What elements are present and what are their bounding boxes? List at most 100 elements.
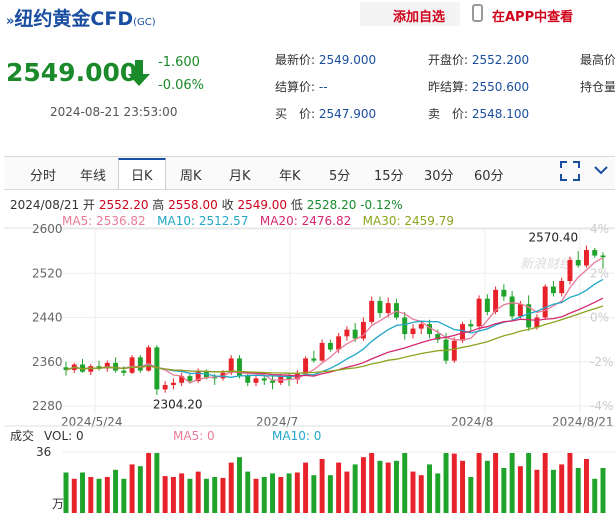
tab-30min[interactable]: 30分 (424, 169, 454, 184)
volume-bar[interactable] (402, 453, 408, 513)
candle-body[interactable] (286, 376, 292, 380)
candle-body[interactable] (600, 255, 606, 258)
volume-bar[interactable] (63, 472, 69, 513)
candle-body[interactable] (501, 289, 507, 297)
volume-bar[interactable] (460, 460, 466, 513)
candle-body[interactable] (270, 380, 276, 383)
tab-yearly-k[interactable]: 年K (279, 169, 301, 184)
candle-body[interactable] (228, 358, 234, 373)
volume-bar[interactable] (526, 453, 532, 513)
volume-bar[interactable] (369, 453, 375, 513)
volume-bar[interactable] (104, 477, 110, 513)
candle-body[interactable] (253, 378, 259, 383)
volume-bar[interactable] (451, 453, 457, 513)
volume-bar[interactable] (203, 478, 209, 513)
candle-body[interactable] (534, 317, 540, 328)
volume-bar[interactable] (154, 453, 160, 513)
volume-bar[interactable] (121, 478, 127, 513)
volume-bar[interactable] (319, 459, 325, 513)
volume-bar[interactable] (253, 478, 259, 513)
volume-bar[interactable] (393, 460, 399, 513)
candle-body[interactable] (327, 342, 333, 350)
volume-bar[interactable] (162, 476, 168, 513)
candle-body[interactable] (468, 324, 474, 327)
candle-body[interactable] (187, 376, 193, 382)
volume-bar[interactable] (385, 462, 391, 513)
tab-daily-k[interactable]: 日K (131, 169, 153, 184)
candle-body[interactable] (336, 336, 342, 350)
volume-bar[interactable] (270, 473, 276, 513)
volume-bar[interactable] (567, 453, 573, 513)
volume-bar[interactable] (468, 477, 474, 513)
volume-bar[interactable] (261, 477, 267, 513)
candle-body[interactable] (146, 347, 152, 371)
candle-body[interactable] (319, 342, 325, 361)
volume-bar[interactable] (245, 471, 251, 513)
candle-body[interactable] (435, 334, 441, 340)
tab-5min[interactable]: 5分 (329, 169, 351, 184)
volume-bar[interactable] (443, 453, 449, 513)
tab-60min[interactable]: 60分 (474, 169, 504, 184)
volume-bar[interactable] (146, 453, 152, 513)
candle-body[interactable] (170, 382, 176, 385)
volume-bar[interactable] (542, 453, 548, 513)
volume-bar[interactable] (170, 477, 176, 513)
volume-bar[interactable] (435, 473, 441, 513)
candle-body[interactable] (88, 366, 94, 372)
volume-bar[interactable] (559, 464, 565, 513)
volume-bar[interactable] (352, 464, 358, 513)
candle-body[interactable] (476, 298, 482, 327)
candle-body[interactable] (137, 357, 143, 371)
volume-bar[interactable] (501, 468, 507, 513)
volume-bar[interactable] (517, 466, 523, 513)
volume-bar[interactable] (575, 468, 581, 513)
candle-body[interactable] (559, 280, 565, 294)
volume-bar[interactable] (71, 478, 77, 513)
candle-body[interactable] (237, 358, 242, 376)
candle-body[interactable] (303, 358, 309, 374)
candle-body[interactable] (592, 250, 598, 256)
volume-bar[interactable] (476, 453, 482, 513)
volume-bar[interactable] (410, 471, 416, 513)
volume-bar[interactable] (484, 460, 490, 513)
candle-body[interactable] (344, 329, 350, 337)
volume-bar[interactable] (418, 475, 424, 513)
candle-body[interactable] (311, 358, 317, 361)
candle-body[interactable] (162, 384, 168, 390)
volume-bar[interactable] (137, 466, 143, 513)
candle-body[interactable] (195, 371, 201, 382)
candle-body[interactable] (113, 362, 119, 371)
tab-yearline[interactable]: 年线 (80, 169, 107, 184)
volume-bar[interactable] (583, 459, 589, 513)
candle-body[interactable] (451, 340, 457, 361)
volume-bar[interactable] (80, 472, 86, 513)
candle-body[interactable] (418, 324, 424, 329)
volume-bar[interactable] (600, 468, 606, 513)
candle-body[interactable] (261, 378, 267, 381)
volume-bar[interactable] (228, 462, 234, 513)
candle-body[interactable] (121, 370, 127, 373)
add-watchlist-button[interactable] (360, 2, 460, 26)
tab-intraday[interactable]: 分时 (30, 169, 57, 184)
volume-bar[interactable] (592, 478, 598, 513)
tab-weekly-k[interactable]: 周K (180, 169, 202, 184)
volume-bar[interactable] (311, 475, 317, 513)
volume-bar[interactable] (179, 473, 185, 513)
candle-body[interactable] (493, 289, 499, 312)
candle-body[interactable] (410, 328, 416, 335)
volume-bar[interactable] (96, 478, 102, 513)
volume-bar[interactable] (278, 477, 284, 513)
candle-body[interactable] (550, 286, 556, 294)
candle-body[interactable] (517, 304, 523, 317)
candle-body[interactable] (179, 376, 185, 383)
candle-body[interactable] (352, 329, 358, 339)
add-watchlist-label[interactable]: 添加自选 (393, 10, 446, 25)
candle-body[interactable] (575, 259, 581, 266)
candle-body[interactable] (542, 286, 548, 318)
volume-bar[interactable] (212, 477, 218, 513)
volume-bar[interactable] (195, 471, 201, 513)
volume-bar[interactable] (509, 453, 515, 513)
candle-body[interactable] (212, 377, 218, 379)
volume-bar[interactable] (344, 471, 350, 513)
